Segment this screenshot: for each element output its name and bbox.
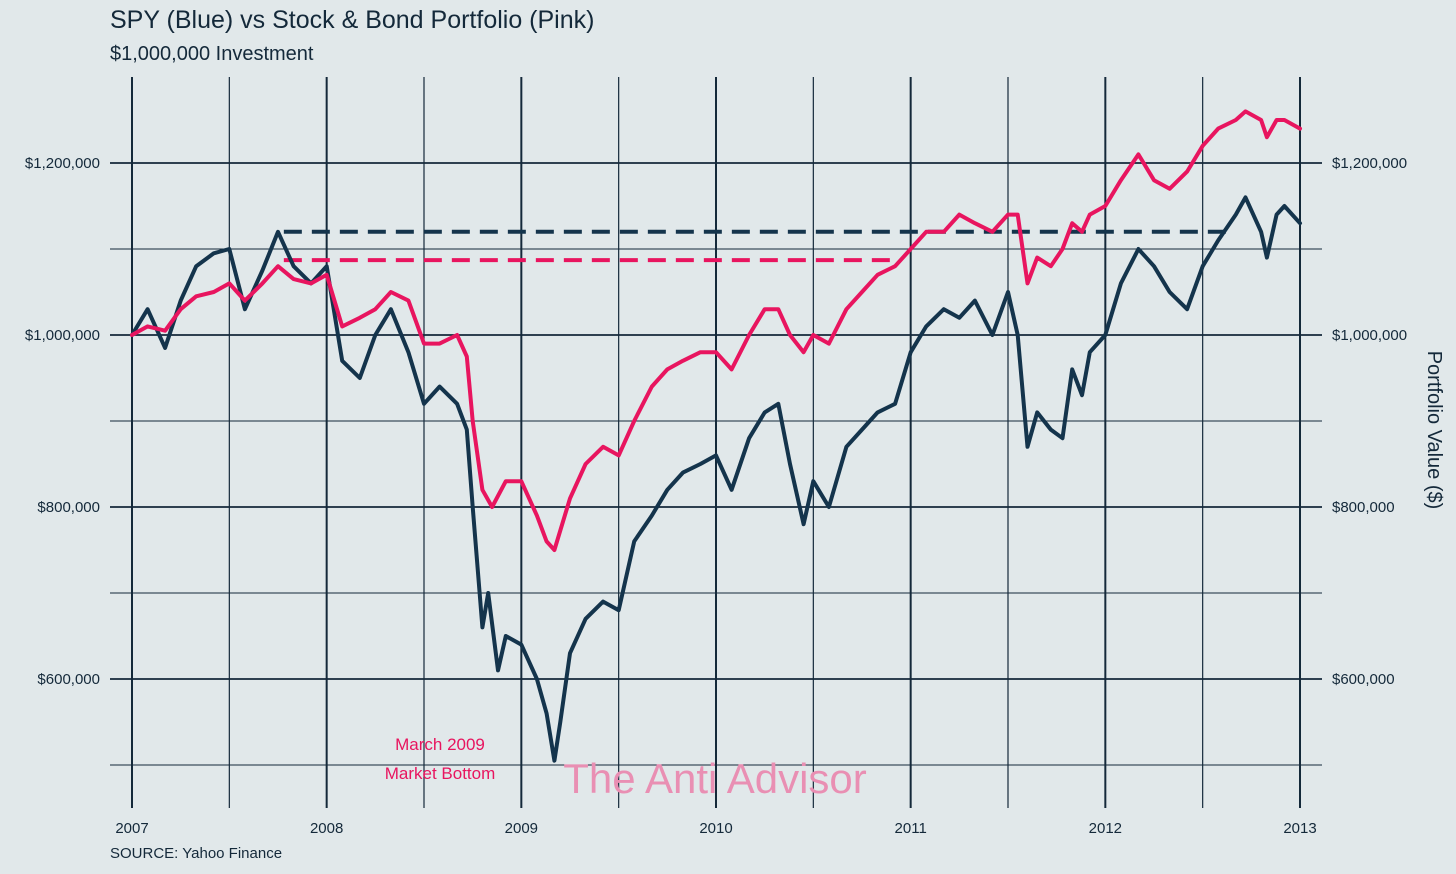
x-tick-label: 2008 [310, 820, 343, 837]
y-tick-label-left: $1,200,000 [25, 155, 100, 172]
x-tick-label: 2010 [699, 820, 732, 837]
chart-subtitle: $1,000,000 Investment [110, 43, 314, 65]
chart-title: SPY (Blue) vs Stock & Bond Portfolio (Pi… [110, 6, 595, 34]
y-axis-title: Portfolio Value ($) [1423, 351, 1445, 510]
annotation-line-2: Market Bottom [385, 764, 496, 783]
x-tick-label: 2009 [505, 820, 538, 837]
axis-ticks: $600,000 $600,000 $800,000 $800,000 $1,000,0… [25, 155, 1407, 837]
spy-series-line [130, 195, 1302, 763]
watermark: The Anti Advisor [563, 755, 867, 802]
y-tick-label-right: $1,200,000 [1332, 155, 1407, 172]
annotation-line-1: March 2009 [395, 735, 485, 754]
x-tick-label: 2011 [895, 820, 927, 837]
x-tick-label: 2007 [115, 820, 148, 837]
x-tick-label: 2012 [1089, 820, 1122, 837]
reference-lines [283, 229, 1236, 263]
y-tick-label-right: $800,000 [1332, 499, 1395, 516]
y-tick-label-left: $600,000 [37, 671, 100, 688]
x-tick-label: 2013 [1283, 820, 1316, 837]
y-tick-label-left: $800,000 [37, 499, 100, 516]
y-tick-label-right: $600,000 [1332, 671, 1395, 688]
grid-lines [110, 77, 1322, 808]
source-note: SOURCE: Yahoo Finance [110, 845, 283, 862]
y-tick-label-left: $1,000,000 [25, 327, 100, 344]
portfolio-series-line [130, 109, 1302, 552]
y-tick-label-right: $1,000,000 [1332, 327, 1407, 344]
series-lines [130, 109, 1302, 763]
